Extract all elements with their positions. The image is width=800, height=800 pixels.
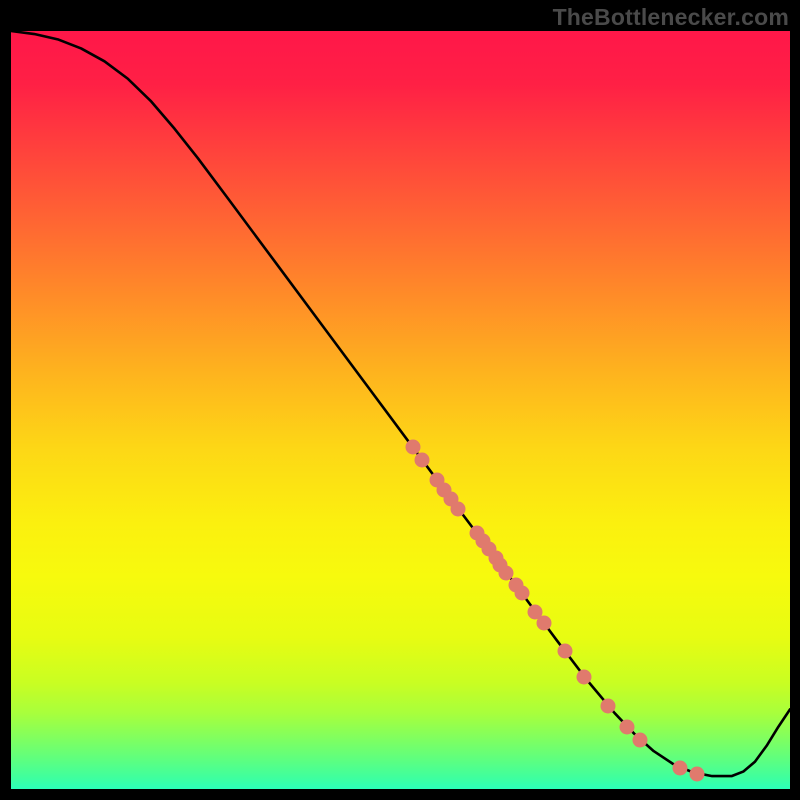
data-point-marker <box>515 586 530 601</box>
data-point-marker <box>557 644 572 659</box>
data-point-marker <box>600 698 615 713</box>
data-point-marker <box>633 732 648 747</box>
data-point-marker <box>577 669 592 684</box>
plot-area <box>11 31 790 789</box>
data-point-marker <box>536 615 551 630</box>
watermark-text: TheBottlenecker.com <box>553 4 789 31</box>
data-point-marker <box>673 760 688 775</box>
data-point-marker <box>620 719 635 734</box>
data-point-marker <box>451 501 466 516</box>
data-point-marker <box>415 453 430 468</box>
data-point-marker <box>689 766 704 781</box>
chart-frame: TheBottlenecker.com <box>0 0 800 800</box>
